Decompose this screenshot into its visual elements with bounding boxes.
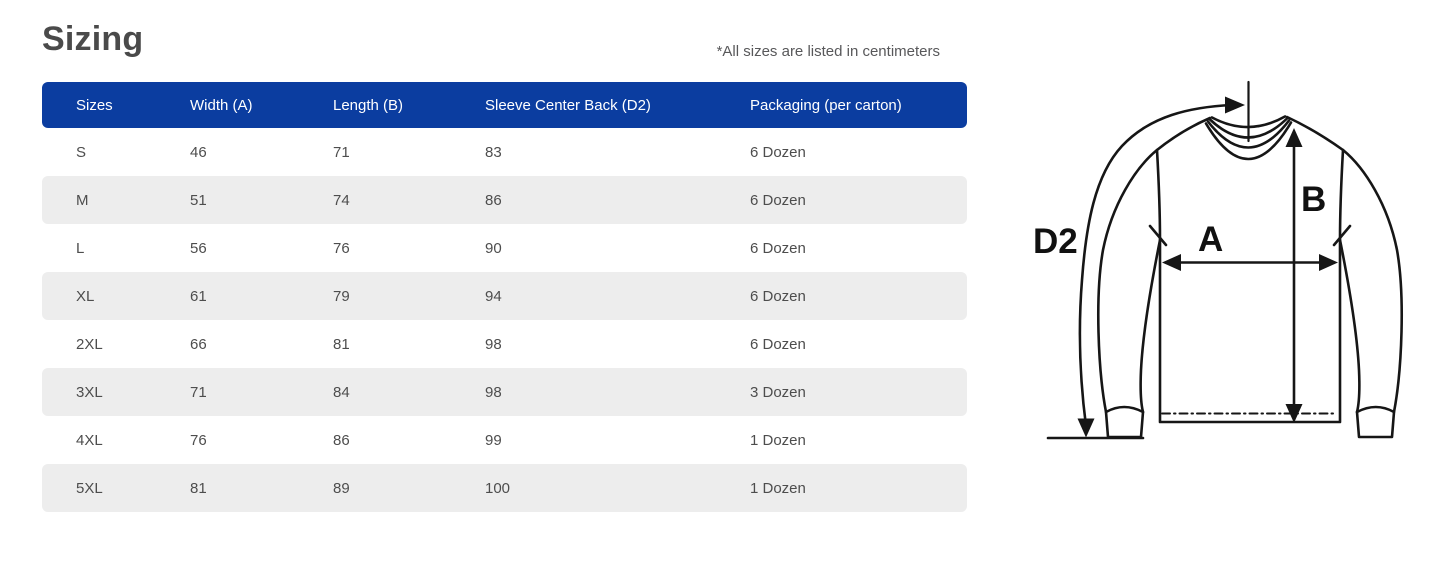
table-cell: 99 (485, 431, 502, 449)
right-sleeve-inner (1338, 238, 1361, 414)
label-sleeve-d2: D2 (1033, 222, 1078, 261)
page-title: Sizing (42, 20, 144, 58)
table-cell: 98 (485, 335, 502, 353)
table-row: M 51 74 86 6 Dozen (42, 176, 967, 224)
label-length-b: B (1301, 180, 1326, 219)
collar (1206, 119, 1291, 149)
table-cell: 86 (333, 431, 350, 449)
table-cell: 3 Dozen (750, 383, 806, 401)
b-arrowhead-bottom (1285, 404, 1303, 423)
right-cuff (1355, 405, 1396, 439)
table-cell: 94 (485, 287, 502, 305)
measurement-arrows (1077, 96, 1338, 438)
table-row: L 56 76 90 6 Dozen (42, 224, 967, 272)
b-arrowhead-top (1285, 128, 1303, 147)
table-cell: 3XL (76, 383, 103, 401)
collar (1208, 117, 1289, 139)
table-cell: 46 (190, 143, 207, 161)
table-cell: 6 Dozen (750, 191, 806, 209)
table-cell: 79 (333, 287, 350, 305)
shirt-outline (1046, 80, 1403, 440)
a-arrowhead-right (1319, 254, 1338, 271)
table-cell: 56 (190, 239, 207, 257)
table-row: 4XL 76 86 99 1 Dozen (42, 416, 967, 464)
table-cell: 74 (333, 191, 350, 209)
table-cell: 6 Dozen (750, 335, 806, 353)
table-cell: 5XL (76, 479, 103, 497)
table-cell: 89 (333, 479, 350, 497)
table-cell: 81 (190, 479, 207, 497)
a-arrowhead-left (1162, 254, 1181, 271)
shirt-diagram: D2 A B (1033, 80, 1403, 440)
left-sleeve-inner (1139, 238, 1162, 414)
sleeve-d2-arrow (1078, 103, 1234, 428)
sizing-table: Sizes Width (A) Length (B) Sleeve Center Ba… (42, 82, 967, 512)
table-cell: 100 (485, 479, 511, 497)
table-cell: 2XL (76, 335, 103, 353)
left-cuff (1104, 405, 1145, 439)
body (1155, 148, 1345, 424)
left-shoulder (1155, 116, 1212, 152)
table-cell: L (76, 239, 85, 257)
table-row: XL 61 79 94 6 Dozen (42, 272, 967, 320)
table-cell: 76 (190, 431, 207, 449)
table-cell: 76 (333, 239, 350, 257)
table-cell: 71 (190, 383, 207, 401)
table-cell: 1 Dozen (750, 479, 806, 497)
table-cell: 98 (485, 383, 502, 401)
collar (1210, 115, 1287, 129)
table-cell: XL (76, 287, 95, 305)
table-cell: M (76, 191, 89, 209)
header-cell: Packaging (per carton) (750, 96, 902, 114)
left-sleeve-outer (1097, 148, 1159, 414)
label-width-a: A (1198, 220, 1223, 259)
table-row: 3XL 71 84 98 3 Dozen (42, 368, 967, 416)
table-cell: 71 (333, 143, 350, 161)
table-cell: 1 Dozen (750, 431, 806, 449)
table-cell: 6 Dozen (750, 239, 806, 257)
collar (1204, 121, 1293, 161)
table-row: 2XL 66 81 98 6 Dozen (42, 320, 967, 368)
header-cell: Sleeve Center Back (D2) (485, 96, 651, 114)
table-cell: 86 (485, 191, 502, 209)
table-cell: 6 Dozen (750, 143, 806, 161)
table-cell: 6 Dozen (750, 287, 806, 305)
table-body: S 46 71 83 6 Dozen M 51 74 86 6 Dozen L 56 76 90 6 Doz… (42, 128, 967, 512)
table-header: Sizes Width (A) Length (B) Sleeve Center Ba… (42, 82, 967, 128)
d2-arrowhead-bottom (1077, 418, 1095, 438)
left-armpit-tick (1148, 224, 1168, 247)
header-cell: Length (B) (333, 96, 404, 114)
d2-arrowhead-top (1225, 96, 1245, 114)
table-cell: 4XL (76, 431, 103, 449)
table-row: 5XL 81 89 100 1 Dozen (42, 464, 967, 512)
right-sleeve-outer (1341, 148, 1403, 414)
right-armpit-tick (1332, 224, 1352, 247)
table-cell: 51 (190, 191, 207, 209)
table-cell: 90 (485, 239, 502, 257)
table-cell: S (76, 143, 87, 161)
header-cell: Sizes (76, 96, 113, 114)
table-cell: 81 (333, 335, 350, 353)
units-note: *All sizes are listed in centimeters (716, 43, 940, 60)
table-cell: 66 (190, 335, 207, 353)
header-cell: Width (A) (190, 96, 253, 114)
table-cell: 61 (190, 287, 207, 305)
right-shoulder (1285, 115, 1345, 152)
table-cell: 83 (485, 143, 502, 161)
table-cell: 84 (333, 383, 350, 401)
table-row: S 46 71 83 6 Dozen (42, 128, 967, 176)
